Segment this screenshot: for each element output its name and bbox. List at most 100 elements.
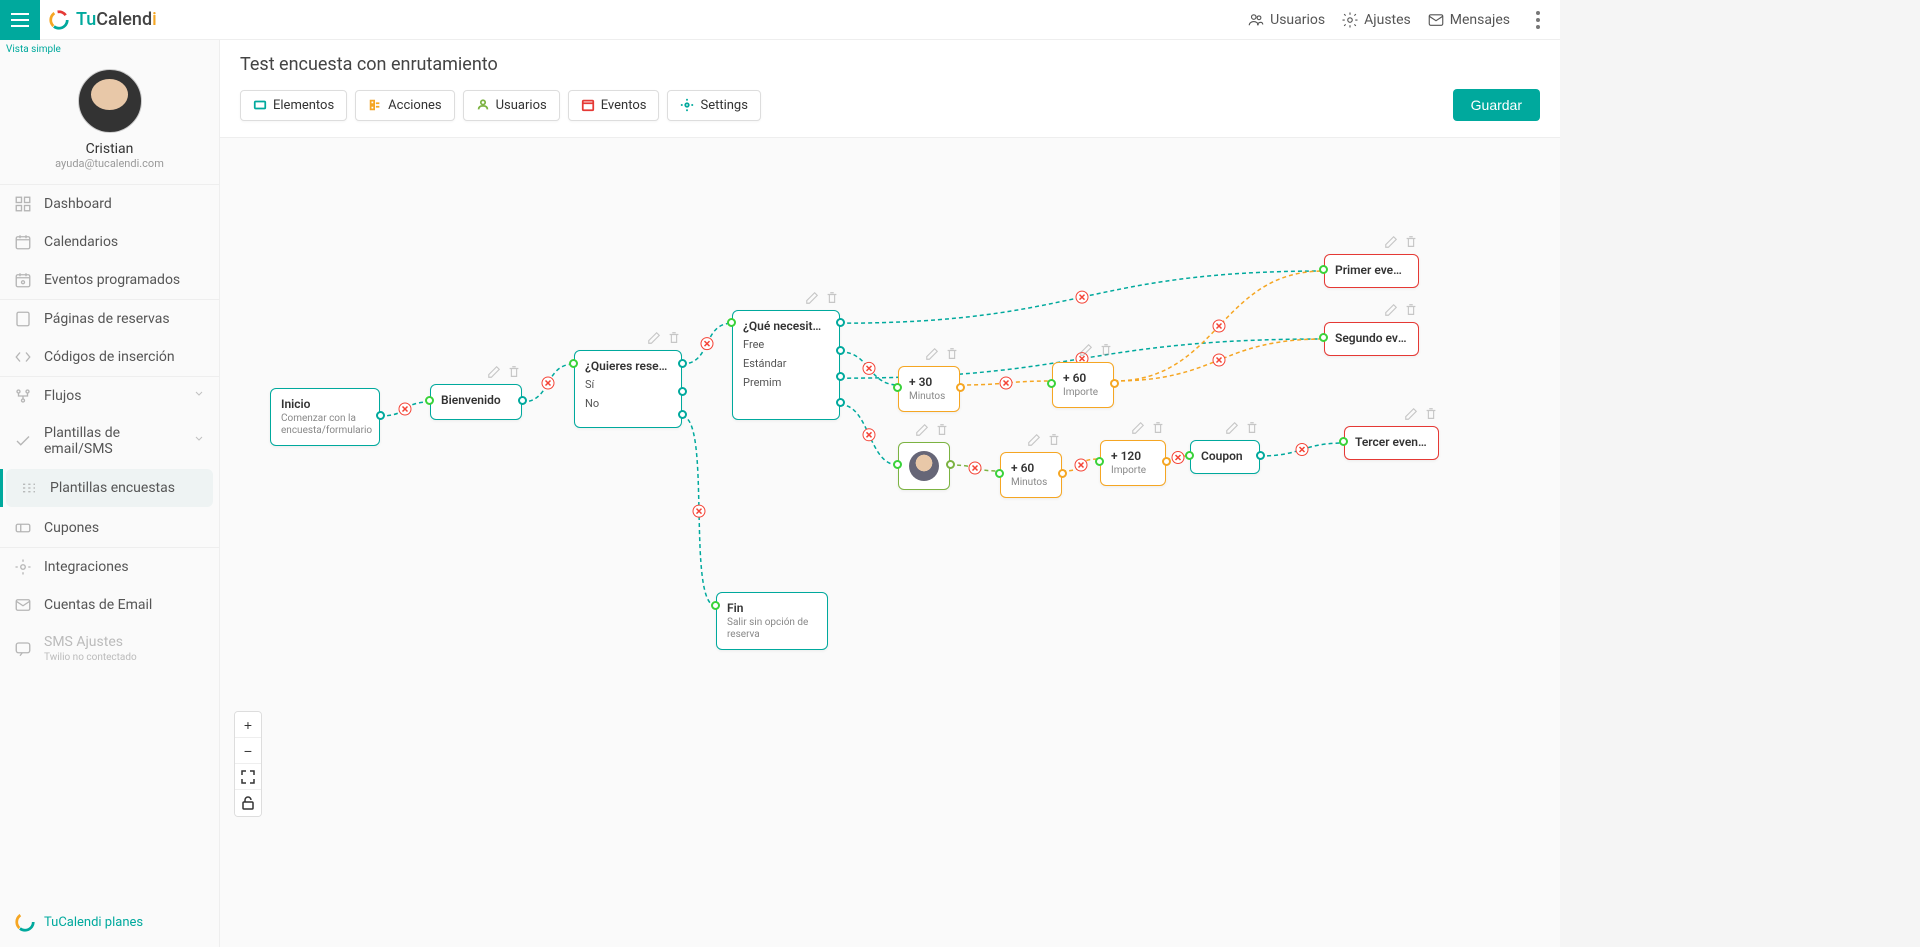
port[interactable] <box>956 383 965 392</box>
node-inicio[interactable]: InicioComenzar con la encuesta/formulari… <box>270 388 380 446</box>
edit-icon[interactable] <box>915 423 929 437</box>
edge-delete-icon[interactable] <box>1076 291 1088 303</box>
port[interactable] <box>836 346 845 355</box>
port[interactable] <box>425 396 434 405</box>
port[interactable] <box>1339 437 1348 446</box>
port[interactable] <box>1110 379 1119 388</box>
node-plus120[interactable]: + 120Importe <box>1100 440 1166 486</box>
sidebar-item-calendarios[interactable]: Calendarios <box>0 223 219 261</box>
fit-view-button[interactable] <box>235 764 261 790</box>
port[interactable] <box>569 359 578 368</box>
zoom-out-button[interactable]: − <box>235 738 261 764</box>
node-que[interactable]: ¿Qué necesit…FreeEstándarPremim <box>732 310 840 420</box>
canvas[interactable]: InicioComenzar con la encuesta/formulari… <box>220 138 1560 947</box>
edit-icon[interactable] <box>1404 407 1418 421</box>
port[interactable] <box>1185 451 1194 460</box>
port[interactable] <box>678 387 687 396</box>
save-button[interactable]: Guardar <box>1453 89 1540 121</box>
edge-delete-icon[interactable] <box>1296 444 1308 456</box>
port[interactable] <box>836 398 845 407</box>
node-coupon[interactable]: Coupon <box>1190 440 1260 474</box>
sidebar-item-p-ginas-de-reservas[interactable]: Páginas de reservas <box>0 300 219 338</box>
edge-delete-icon[interactable] <box>1213 354 1225 366</box>
toolbar-usuarios[interactable]: Usuarios <box>463 90 560 121</box>
top-more-icon[interactable] <box>1526 11 1550 29</box>
delete-icon[interactable] <box>1047 433 1061 447</box>
delete-icon[interactable] <box>1404 303 1418 317</box>
sidebar-item-sms-ajustes[interactable]: SMS AjustesTwilio no contectado <box>0 624 219 673</box>
delete-icon[interactable] <box>667 331 681 345</box>
sidebar-item-plantillas-encuestas[interactable]: Plantillas encuestas <box>6 469 213 507</box>
port[interactable] <box>836 318 845 327</box>
toolbar-settings[interactable]: Settings <box>667 90 760 121</box>
edge-delete-icon[interactable] <box>701 338 713 350</box>
port[interactable] <box>995 469 1004 478</box>
port[interactable] <box>893 460 902 469</box>
lock-button[interactable] <box>235 790 261 816</box>
brand-logo[interactable]: TuCalendi <box>40 9 157 31</box>
node-user[interactable] <box>898 442 950 490</box>
edit-icon[interactable] <box>1384 235 1398 249</box>
node-ev1[interactable]: Primer evento <box>1324 254 1419 288</box>
port[interactable] <box>678 359 687 368</box>
edit-icon[interactable] <box>1027 433 1041 447</box>
port[interactable] <box>1319 333 1328 342</box>
node-plus30[interactable]: + 30Minutos <box>898 366 960 412</box>
sidebar-item-cuentas-de-email[interactable]: Cuentas de Email <box>0 586 219 624</box>
port[interactable] <box>376 411 385 420</box>
delete-icon[interactable] <box>1151 421 1165 435</box>
sidebar-item-integraciones[interactable]: Integraciones <box>0 548 219 586</box>
edit-icon[interactable] <box>1131 421 1145 435</box>
node-ev3[interactable]: Tercer evento <box>1344 426 1439 460</box>
sidebar-item-dashboard[interactable]: Dashboard <box>0 185 219 223</box>
sidebar-item-flujos[interactable]: Flujos <box>0 377 219 415</box>
node-fin[interactable]: FinSalir sin opción de reserva <box>716 592 828 650</box>
edit-icon[interactable] <box>1079 343 1093 357</box>
edge-delete-icon[interactable] <box>1000 377 1012 389</box>
edit-icon[interactable] <box>1384 303 1398 317</box>
port[interactable] <box>1095 457 1104 466</box>
toolbar-eventos[interactable]: Eventos <box>568 90 660 121</box>
edge-delete-icon[interactable] <box>1075 459 1087 471</box>
delete-icon[interactable] <box>945 347 959 361</box>
vista-simple-link[interactable]: Vista simple <box>0 40 219 59</box>
edge-delete-icon[interactable] <box>542 377 554 389</box>
delete-icon[interactable] <box>935 423 949 437</box>
delete-icon[interactable] <box>1099 343 1113 357</box>
port[interactable] <box>1256 451 1265 460</box>
zoom-in-button[interactable]: + <box>235 712 261 738</box>
top-ajustes[interactable]: Ajustes <box>1341 11 1411 29</box>
port[interactable] <box>711 601 720 610</box>
avatar[interactable] <box>78 69 142 133</box>
port[interactable] <box>946 460 955 469</box>
sidebar-item-plantillas-de-email-sms[interactable]: Plantillas de email/SMS <box>0 415 219 467</box>
top-mensajes[interactable]: Mensajes <box>1427 11 1510 29</box>
toolbar-acciones[interactable]: Acciones <box>355 90 454 121</box>
edit-icon[interactable] <box>805 291 819 305</box>
node-quieres[interactable]: ¿Quieres rese…SíNo <box>574 350 682 428</box>
port[interactable] <box>1047 379 1056 388</box>
hamburger-menu[interactable] <box>0 0 40 40</box>
edge-delete-icon[interactable] <box>1172 452 1184 464</box>
toolbar-elementos[interactable]: Elementos <box>240 90 347 121</box>
sidebar-footer-planes[interactable]: TuCalendi planes <box>0 897 219 947</box>
port[interactable] <box>1162 457 1171 466</box>
sidebar-item-c-digos-de-inserci-n[interactable]: Códigos de inserción <box>0 338 219 376</box>
edge-delete-icon[interactable] <box>863 429 875 441</box>
port[interactable] <box>678 410 687 419</box>
delete-icon[interactable] <box>1424 407 1438 421</box>
delete-icon[interactable] <box>1404 235 1418 249</box>
port[interactable] <box>1058 469 1067 478</box>
edit-icon[interactable] <box>487 365 501 379</box>
node-ev2[interactable]: Segundo eve… <box>1324 322 1419 356</box>
delete-icon[interactable] <box>507 365 521 379</box>
edge-delete-icon[interactable] <box>399 403 411 415</box>
port[interactable] <box>518 396 527 405</box>
node-plus60[interactable]: + 60Importe <box>1052 362 1114 408</box>
sidebar-item-eventos-programados[interactable]: Eventos programados <box>0 261 219 299</box>
port[interactable] <box>893 383 902 392</box>
node-plus60m[interactable]: + 60Minutos <box>1000 452 1062 498</box>
edge-delete-icon[interactable] <box>969 462 981 474</box>
port[interactable] <box>836 372 845 381</box>
delete-icon[interactable] <box>825 291 839 305</box>
